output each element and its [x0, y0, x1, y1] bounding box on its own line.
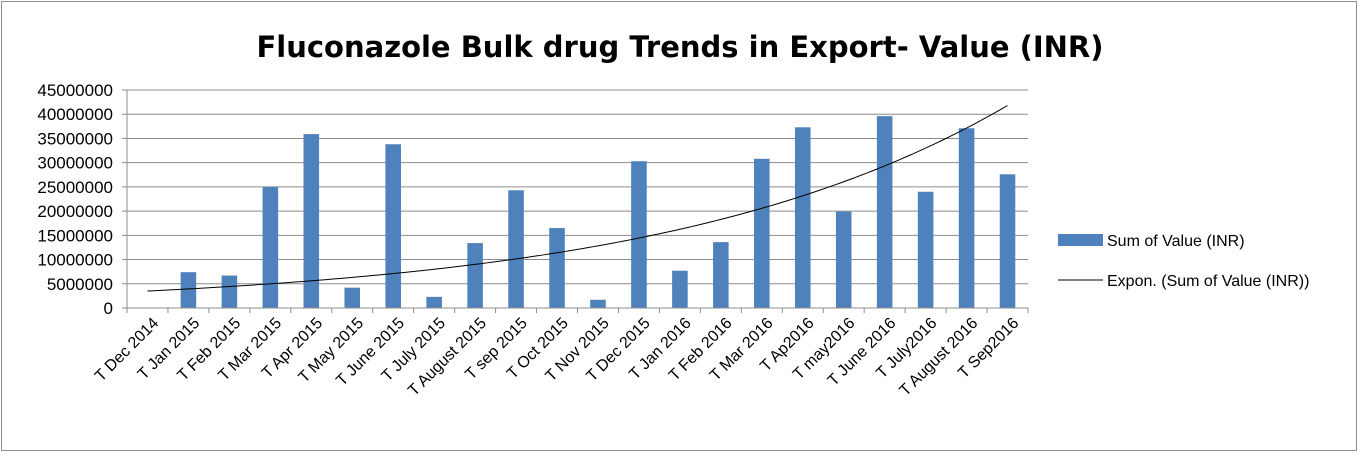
bar [754, 158, 770, 308]
bar-series [180, 116, 1016, 309]
trendline [147, 105, 1008, 292]
bar [999, 174, 1016, 308]
bar [180, 272, 197, 308]
bar [672, 270, 688, 308]
bar [426, 296, 442, 308]
legend-swatch-bars [1058, 234, 1103, 246]
bar [794, 127, 811, 309]
y-tick-label: 15000000 [37, 226, 113, 245]
bar [467, 243, 483, 308]
bar [713, 242, 729, 308]
legend: Sum of Value (INR) Expon. (Sum of Value … [1058, 233, 1309, 290]
y-tick-label: 10000000 [37, 251, 113, 270]
y-tick-label: 25000000 [37, 178, 113, 197]
bar [549, 228, 565, 308]
y-axis-ticks: 0 5000000 10000000 15000000 20000000 25000000… [37, 81, 113, 318]
legend-label-trendline: Expon. (Sum of Value (INR)) [1107, 273, 1309, 290]
bar [385, 144, 401, 308]
bar [262, 186, 279, 308]
y-tick-label: 20000000 [37, 202, 113, 221]
bar [631, 161, 647, 308]
bar [876, 116, 893, 308]
bar [221, 275, 238, 308]
axes [126, 90, 1029, 313]
trendline-layer [147, 105, 1008, 292]
legend-label-bars: Sum of Value (INR) [1107, 233, 1245, 250]
bar [344, 287, 361, 308]
y-tick-label: 30000000 [37, 154, 113, 173]
y-tick-label: 5000000 [47, 275, 113, 294]
y-tick-label: 45000000 [37, 81, 113, 100]
y-tick-label: 40000000 [37, 105, 113, 124]
bar [835, 211, 852, 308]
y-tick-label: 35000000 [37, 129, 113, 148]
chart-title: Fluconazole Bulk drug Trends in Export- … [256, 30, 1103, 64]
bar [303, 134, 320, 308]
bar [508, 190, 524, 308]
bar [917, 191, 934, 308]
bar [590, 299, 606, 308]
y-tick-label: 0 [104, 299, 113, 318]
bar [958, 128, 975, 308]
